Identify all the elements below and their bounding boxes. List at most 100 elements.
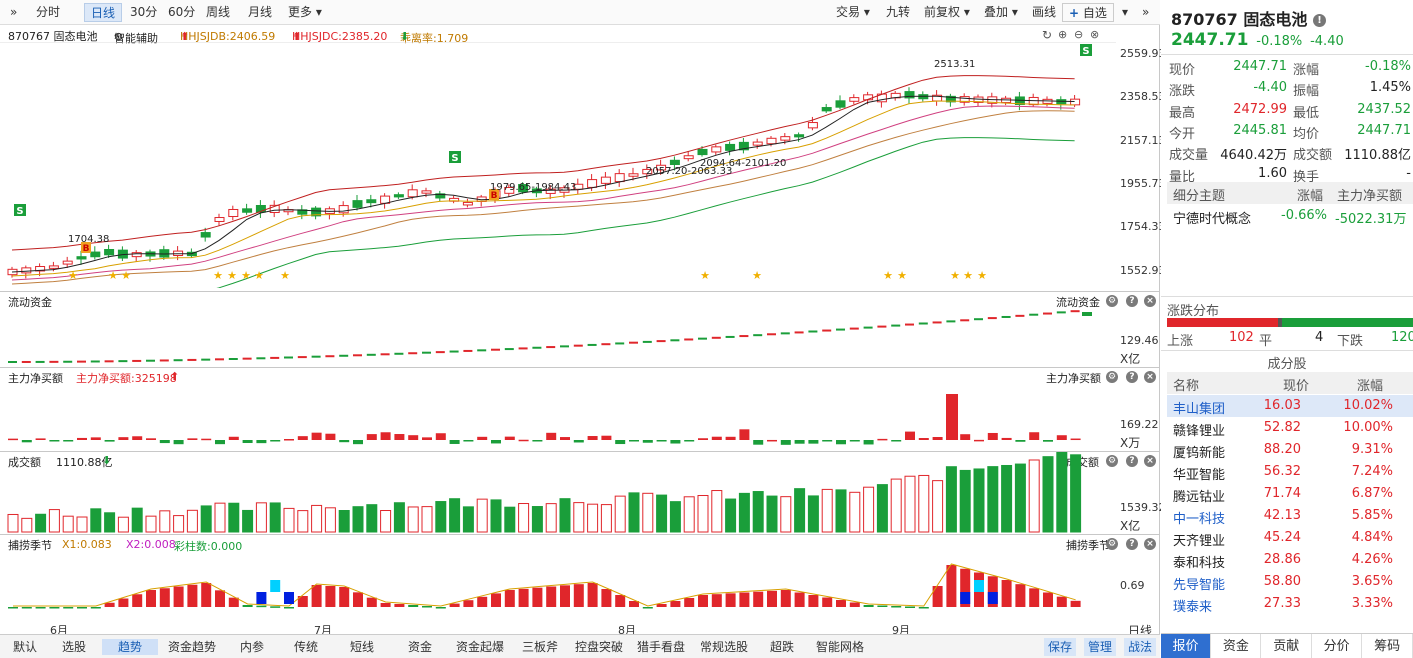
strategy-tab[interactable]: 常规选股 (699, 640, 748, 654)
quote-change: -4.40 (1310, 34, 1344, 49)
right-tab[interactable]: 报价 (1161, 634, 1211, 658)
help-icon[interactable]: ? (1126, 371, 1138, 383)
quote-row: 今开 2445.81 均价 2447.71 (1161, 121, 1413, 142)
volume-bar (476, 498, 488, 533)
trade-menu[interactable]: 交易 ▾ (830, 3, 876, 22)
candle (228, 208, 239, 218)
strategy-tab[interactable]: 控盘突破 (574, 640, 623, 654)
close-icon[interactable]: × (1144, 455, 1156, 467)
net-bar (463, 440, 474, 442)
volume-bar (117, 516, 129, 533)
season-bar (8, 607, 18, 609)
chevron-down-icon[interactable]: ▾ (1122, 5, 1129, 19)
price-annotation: 2057.20-2063.33 (646, 166, 732, 177)
strategy-tab[interactable]: 资金 (407, 640, 432, 654)
strategy-tab[interactable]: 短线 (349, 640, 374, 654)
period-week[interactable]: 周线 (206, 5, 231, 19)
constituent-row[interactable]: 中一科技 42.13 5.85% (1167, 505, 1413, 527)
strategy-tab[interactable]: 资金起爆 (455, 640, 504, 654)
strategy-tab[interactable]: 内参 (239, 640, 264, 654)
period-minute[interactable]: 分时 (36, 5, 61, 19)
constituent-row[interactable]: 先导智能 58.80 3.65% (1167, 571, 1413, 593)
zoom-out-icon[interactable]: ⊖ (1074, 28, 1084, 41)
right-tab[interactable]: 贡献 (1262, 634, 1312, 658)
draw-button[interactable]: 画线 (1032, 5, 1057, 19)
info-icon[interactable]: ! (1312, 14, 1326, 27)
net-bar (1029, 432, 1040, 440)
col-change[interactable]: 涨幅 (1357, 379, 1384, 394)
strategy-tab[interactable]: 三板斧 (521, 640, 558, 654)
period-day[interactable]: 日线 (84, 3, 123, 22)
zoom-in-icon[interactable]: ⊕ (1058, 28, 1068, 41)
constituent-row[interactable]: 华亚智能 56.32 7.24% (1167, 461, 1413, 483)
period-month[interactable]: 月线 (248, 5, 273, 19)
close-icon[interactable]: × (1144, 371, 1156, 383)
right-tab[interactable]: 资金 (1211, 634, 1262, 658)
strategy-tab[interactable]: 选股 (61, 640, 86, 654)
season-bar (518, 588, 529, 607)
manage-button[interactable]: 管理 (1084, 638, 1117, 656)
strategy-tab[interactable]: 猎手看盘 (636, 640, 685, 654)
adjust-menu[interactable]: 前复权 ▾ (918, 3, 976, 22)
col-name[interactable]: 名称 (1173, 379, 1200, 394)
strategy-tab[interactable]: 资金趋势 (167, 640, 216, 654)
col-price[interactable]: 现价 (1283, 379, 1310, 394)
add-watchlist-button[interactable]: + 自选 (1062, 3, 1114, 22)
constituent-row[interactable]: 腾远钴业 71.74 6.87% (1167, 483, 1413, 505)
period-toolbar: » 分时 日线 30分 60分 周线 月线 更多 ▾ 交易 ▾ 九转 前复权 ▾… (0, 0, 1160, 25)
constituent-row[interactable]: 赣锋锂业 52.82 10.00% (1167, 417, 1413, 439)
net-bar (560, 437, 570, 440)
constituent-row[interactable]: 泰和科技 28.86 4.26% (1167, 549, 1413, 571)
save-button[interactable]: 保存 (1044, 638, 1077, 656)
collapse-icon[interactable]: » (10, 5, 18, 19)
close-icon[interactable]: × (1144, 295, 1156, 307)
net-bar (863, 440, 874, 445)
more-menu[interactable]: 更多 ▾ (282, 3, 328, 22)
constituent-change: 3.65% (1351, 574, 1393, 589)
strategy-tab[interactable]: 默认 (12, 640, 37, 654)
close-icon[interactable]: × (1144, 538, 1156, 550)
constituent-row[interactable]: 璞泰来 27.33 3.33% (1167, 593, 1413, 615)
overlay-menu[interactable]: 叠加 ▾ (978, 3, 1024, 22)
settings-icon[interactable]: ⚙ (1106, 371, 1118, 383)
sell-signal-label: S (1082, 46, 1089, 57)
strategy-tab[interactable]: 传统 (293, 640, 318, 654)
constituent-row[interactable]: 天齐锂业 45.24 4.84% (1167, 527, 1413, 549)
right-tab[interactable]: 分价 (1312, 634, 1363, 658)
period-30min[interactable]: 30分 (130, 5, 158, 19)
season-panel[interactable] (0, 535, 1116, 612)
help-icon[interactable]: ? (1126, 295, 1138, 307)
expand-icon[interactable]: » (1142, 5, 1150, 19)
period-60min[interactable]: 60分 (168, 5, 196, 19)
help-icon[interactable]: ? (1126, 538, 1138, 550)
constituent-row[interactable]: 厦钨新能 88.20 9.31% (1167, 439, 1413, 461)
flow-panel[interactable] (0, 292, 1116, 367)
theme-row[interactable]: 宁德时代概念 -0.66% -5022.31万 (1167, 205, 1413, 227)
season-bar (587, 583, 598, 607)
settings-icon[interactable]: ⚙ (1106, 295, 1118, 307)
turnover-panel[interactable] (0, 452, 1116, 534)
main-net-panel[interactable] (0, 368, 1116, 451)
net-bar (987, 432, 998, 440)
right-tab[interactable]: 筹码 (1363, 634, 1413, 658)
quote-label: 成交量 (1169, 148, 1209, 164)
net-bar (90, 437, 101, 440)
quote-row: 现价 2447.71 涨幅 -0.18% (1161, 57, 1413, 78)
strategy-tab[interactable]: 超跌 (769, 640, 794, 654)
help-icon[interactable]: ? (1126, 455, 1138, 467)
close-icon[interactable]: ⊗ (1090, 28, 1100, 41)
strategy-tab[interactable]: 趋势 (102, 639, 158, 655)
settings-icon[interactable]: ⚙ (1106, 538, 1118, 550)
candlestick-chart[interactable]: S S S B B 2513.31 1704.38 1979.65-1984.43 2057.2… (0, 42, 1116, 288)
panel-label-main_net: 主力净买额 (8, 372, 63, 385)
candle (711, 146, 722, 153)
nine-turn-button[interactable]: 九转 (886, 5, 911, 19)
constituent-row[interactable]: 丰山集团 16.03 10.02% (1167, 395, 1413, 417)
strategy-button[interactable]: 战法 (1124, 638, 1157, 656)
up-segment (1167, 318, 1278, 327)
settings-icon[interactable]: ⚙ (1106, 455, 1118, 467)
refresh-icon[interactable]: ↻ (1042, 28, 1053, 42)
strategy-tab[interactable]: 智能网格 (815, 640, 864, 654)
ma-line (11, 110, 1075, 285)
volume-bar (587, 503, 599, 533)
